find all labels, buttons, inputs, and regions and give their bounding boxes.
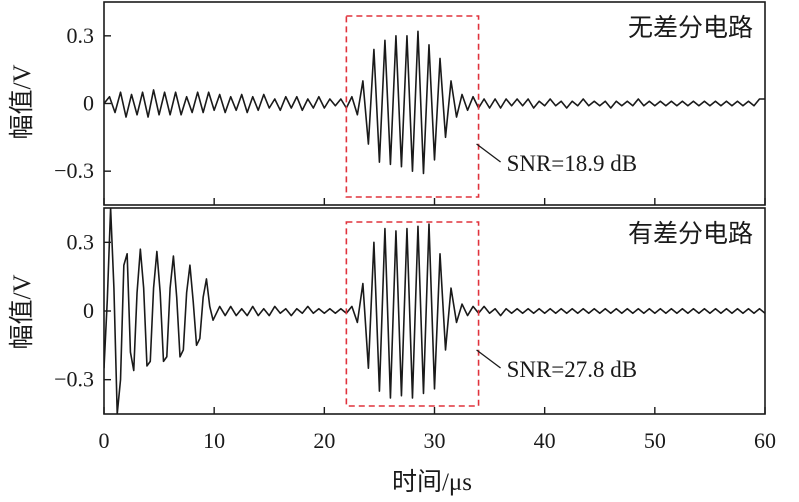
bottom-y-axis-title: 幅值/V (8, 274, 36, 349)
x-tick-label: 30 (424, 428, 446, 453)
top-y-tick-label: 0.3 (67, 23, 95, 48)
bottom-panel-plot: 0.3 0 −0.3 0 10 20 30 40 50 60 有差分电路 SNR=27.8 dB (54, 207, 776, 453)
bottom-signal-trace (104, 208, 765, 414)
top-snr-annotation: SNR=18.9 dB (507, 151, 638, 176)
x-tick-label: 10 (203, 428, 225, 453)
top-panel-plot: 0.3 0 −0.3 无差分电路 SNR=18.9 dB (54, 1, 766, 206)
top-annotation-leader (476, 143, 501, 163)
top-signal-trace (104, 30, 765, 175)
bottom-annotation-leader (476, 349, 501, 369)
top-panel-label: 无差分电路 (628, 14, 753, 42)
bottom-panel-label: 有差分电路 (628, 220, 753, 248)
bottom-y-tick-label: −0.3 (54, 367, 94, 392)
bottom-roi-box (345, 221, 480, 407)
top-y-axis-title: 幅值/V (8, 64, 36, 139)
x-tick-label: 0 (99, 428, 110, 453)
top-roi-box (345, 15, 480, 198)
top-y-tick-label: 0 (83, 91, 94, 116)
x-tick-label: 40 (534, 428, 556, 453)
bottom-snr-annotation: SNR=27.8 dB (507, 357, 638, 382)
x-tick-label: 20 (313, 428, 335, 453)
bottom-y-tick-label: 0 (83, 298, 94, 323)
top-y-tick-label: −0.3 (54, 158, 94, 183)
x-axis-title: 时间/μs (392, 468, 472, 496)
x-tick-label: 50 (644, 428, 666, 453)
x-tick-label: 60 (754, 428, 776, 453)
bottom-y-tick-label: 0.3 (67, 229, 95, 254)
